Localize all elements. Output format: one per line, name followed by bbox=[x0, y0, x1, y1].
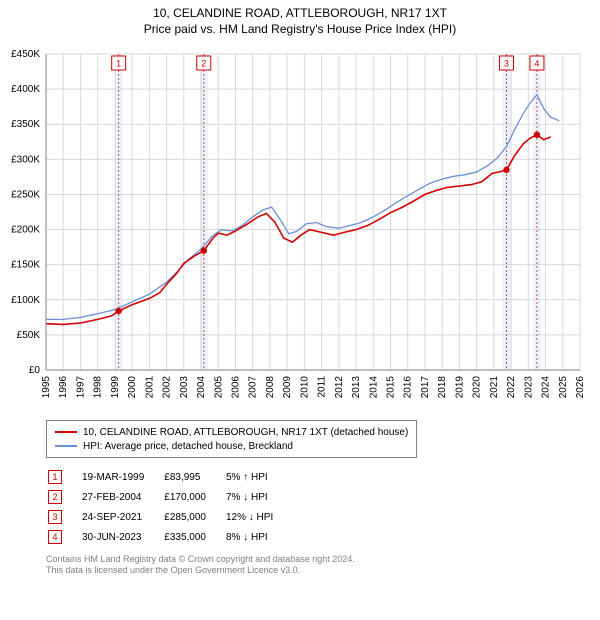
svg-text:2011: 2011 bbox=[317, 376, 328, 398]
sale-delta: 8% ↓ HPI bbox=[226, 528, 291, 546]
svg-text:2012: 2012 bbox=[334, 376, 345, 399]
svg-text:2009: 2009 bbox=[282, 376, 293, 399]
legend-swatch-subject bbox=[55, 431, 77, 433]
table-row: 2 27-FEB-2004£170,0007% ↓ HPI bbox=[48, 488, 291, 506]
svg-text:2014: 2014 bbox=[368, 376, 379, 399]
sale-date: 27-FEB-2004 bbox=[82, 488, 162, 506]
svg-text:1: 1 bbox=[116, 59, 121, 69]
footer-line2: This data is licensed under the Open Gov… bbox=[46, 565, 600, 576]
sale-price: £170,000 bbox=[164, 488, 224, 506]
svg-text:2025: 2025 bbox=[558, 376, 569, 399]
svg-text:1996: 1996 bbox=[58, 376, 69, 399]
sale-price: £83,995 bbox=[164, 468, 224, 486]
footer-line1: Contains HM Land Registry data © Crown c… bbox=[46, 554, 600, 565]
legend-swatch-hpi bbox=[55, 445, 77, 447]
legend: 10, CELANDINE ROAD, ATTLEBOROUGH, NR17 1… bbox=[46, 420, 417, 458]
sale-date: 24-SEP-2021 bbox=[82, 508, 162, 526]
svg-text:2023: 2023 bbox=[523, 376, 534, 399]
svg-text:2004: 2004 bbox=[196, 376, 207, 399]
footer-note: Contains HM Land Registry data © Crown c… bbox=[46, 554, 600, 576]
svg-text:3: 3 bbox=[504, 59, 509, 69]
svg-text:1997: 1997 bbox=[75, 376, 86, 399]
svg-text:£300K: £300K bbox=[11, 154, 40, 165]
svg-text:2001: 2001 bbox=[144, 376, 155, 399]
svg-text:1995: 1995 bbox=[41, 376, 52, 399]
svg-text:2003: 2003 bbox=[179, 376, 190, 399]
table-row: 4 30-JUN-2023£335,0008% ↓ HPI bbox=[48, 528, 291, 546]
chart-svg: £0£50K£100K£150K£200K£250K£300K£350K£400… bbox=[46, 50, 580, 410]
svg-text:2022: 2022 bbox=[506, 376, 517, 399]
svg-text:2015: 2015 bbox=[386, 376, 397, 399]
legend-row-subject: 10, CELANDINE ROAD, ATTLEBOROUGH, NR17 1… bbox=[55, 425, 408, 439]
legend-label-hpi: HPI: Average price, detached house, Brec… bbox=[83, 441, 293, 452]
svg-text:£200K: £200K bbox=[11, 225, 40, 236]
svg-text:2002: 2002 bbox=[162, 376, 173, 399]
svg-text:£100K: £100K bbox=[11, 295, 40, 306]
svg-text:2008: 2008 bbox=[265, 376, 276, 399]
svg-text:2010: 2010 bbox=[299, 376, 310, 399]
sale-delta: 7% ↓ HPI bbox=[226, 488, 291, 506]
sale-number-box: 1 bbox=[48, 470, 62, 484]
svg-text:2017: 2017 bbox=[420, 376, 431, 399]
svg-text:2006: 2006 bbox=[230, 376, 241, 399]
svg-text:£350K: £350K bbox=[11, 119, 40, 130]
sale-number-box: 3 bbox=[48, 510, 62, 524]
title-subtitle: Price paid vs. HM Land Registry's House … bbox=[0, 22, 600, 36]
title-address: 10, CELANDINE ROAD, ATTLEBOROUGH, NR17 1… bbox=[0, 6, 600, 20]
sale-delta: 5% ↑ HPI bbox=[226, 468, 291, 486]
svg-text:2021: 2021 bbox=[489, 376, 500, 399]
svg-text:£150K: £150K bbox=[11, 260, 40, 271]
sale-number-box: 4 bbox=[48, 530, 62, 544]
table-row: 3 24-SEP-2021£285,00012% ↓ HPI bbox=[48, 508, 291, 526]
svg-text:2: 2 bbox=[201, 59, 206, 69]
svg-text:2018: 2018 bbox=[437, 376, 448, 399]
chart-title-block: 10, CELANDINE ROAD, ATTLEBOROUGH, NR17 1… bbox=[0, 0, 600, 36]
chart-area: £0£50K£100K£150K£200K£250K£300K£350K£400… bbox=[46, 50, 580, 410]
svg-text:£400K: £400K bbox=[11, 84, 40, 95]
legend-row-hpi: HPI: Average price, detached house, Brec… bbox=[55, 439, 408, 453]
svg-text:£450K: £450K bbox=[11, 49, 40, 60]
svg-text:2007: 2007 bbox=[248, 376, 259, 399]
sale-price: £285,000 bbox=[164, 508, 224, 526]
svg-text:2026: 2026 bbox=[575, 376, 586, 399]
legend-label-subject: 10, CELANDINE ROAD, ATTLEBOROUGH, NR17 1… bbox=[83, 427, 408, 438]
svg-text:2020: 2020 bbox=[472, 376, 483, 399]
svg-text:1998: 1998 bbox=[93, 376, 104, 399]
svg-text:2005: 2005 bbox=[213, 376, 224, 399]
sale-delta: 12% ↓ HPI bbox=[226, 508, 291, 526]
svg-text:4: 4 bbox=[534, 59, 539, 69]
table-row: 1 19-MAR-1999£83,9955% ↑ HPI bbox=[48, 468, 291, 486]
sale-number-box: 2 bbox=[48, 490, 62, 504]
sales-table: 119-MAR-1999£83,9955% ↑ HPI227-FEB-2004£… bbox=[46, 466, 293, 548]
svg-text:2024: 2024 bbox=[541, 376, 552, 399]
sale-price: £335,000 bbox=[164, 528, 224, 546]
sale-date: 30-JUN-2023 bbox=[82, 528, 162, 546]
svg-text:£0: £0 bbox=[29, 365, 41, 376]
svg-text:1999: 1999 bbox=[110, 376, 121, 399]
sale-date: 19-MAR-1999 bbox=[82, 468, 162, 486]
svg-text:2000: 2000 bbox=[127, 376, 138, 399]
svg-text:2016: 2016 bbox=[403, 376, 414, 399]
svg-text:2019: 2019 bbox=[454, 376, 465, 399]
svg-text:£250K: £250K bbox=[11, 189, 40, 200]
svg-text:£50K: £50K bbox=[17, 330, 41, 341]
svg-text:2013: 2013 bbox=[351, 376, 362, 399]
